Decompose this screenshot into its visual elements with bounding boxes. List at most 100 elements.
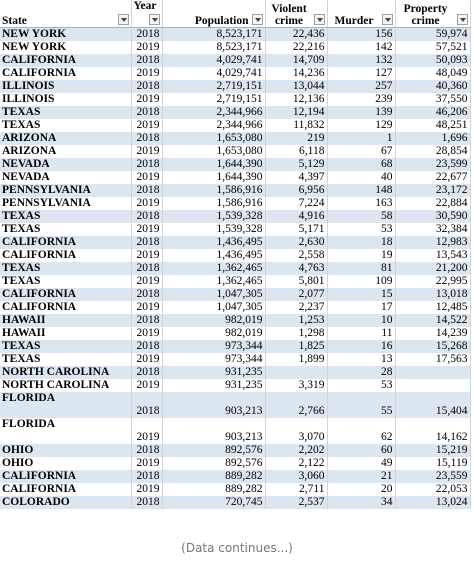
table-row[interactable]: TEXAS 2019 973,344 1,899 13 17,563	[0, 353, 471, 366]
table-cell[interactable]: 2019	[131, 275, 163, 288]
table-cell[interactable]: 8,523,171	[162, 41, 266, 54]
table-cell[interactable]: 889,282	[162, 470, 266, 483]
table-cell[interactable]: 931,235	[162, 379, 266, 392]
table-cell[interactable]: 13,044	[265, 80, 328, 93]
table-cell[interactable]: 50,093	[395, 54, 471, 67]
table-cell[interactable]: 22,995	[395, 275, 471, 288]
table-cell[interactable]: TEXAS	[0, 119, 132, 132]
table-cell[interactable]: 18	[327, 236, 396, 249]
table-row[interactable]: ARIZONA 2018 1,653,080 219 1 1,696	[0, 132, 471, 145]
table-cell[interactable]: 1,253	[265, 314, 328, 327]
table-cell[interactable]: 892,576	[162, 457, 266, 470]
table-cell[interactable]: NORTH CAROLINA	[0, 379, 132, 392]
table-cell[interactable]: PENNSYLVANIA	[0, 197, 132, 210]
table-cell[interactable]: 2,766	[265, 392, 328, 418]
table-cell[interactable]: 1,644,390	[162, 171, 266, 184]
table-cell[interactable]: 40,360	[395, 80, 471, 93]
table-cell[interactable]: 28	[327, 366, 396, 379]
filter-button[interactable]	[117, 14, 129, 25]
table-cell[interactable]: 3,060	[265, 470, 328, 483]
table-cell[interactable]: 8,523,171	[162, 27, 266, 41]
table-cell[interactable]: 2019	[131, 171, 163, 184]
table-cell[interactable]: 13	[327, 353, 396, 366]
table-row[interactable]: CALIFORNIA 2018 889,282 3,060 21 23,559	[0, 470, 471, 483]
table-cell[interactable]: 2018	[131, 210, 163, 223]
table-cell[interactable]: 11,832	[265, 119, 328, 132]
table-cell[interactable]: 30,590	[395, 210, 471, 223]
table-cell[interactable]: 1,696	[395, 132, 471, 145]
table-cell[interactable]: 53	[327, 223, 396, 236]
filter-button[interactable]	[381, 14, 393, 25]
table-row[interactable]: ARIZONA 2019 1,653,080 6,118 67 28,854	[0, 145, 471, 158]
table-cell[interactable]: 15,268	[395, 340, 471, 353]
table-cell[interactable]: 2018	[131, 470, 163, 483]
filter-button[interactable]	[456, 14, 468, 25]
filter-button[interactable]	[148, 14, 160, 25]
table-cell[interactable]: 2018	[131, 288, 163, 301]
table-cell[interactable]: 7,224	[265, 197, 328, 210]
table-cell[interactable]: 142	[327, 41, 396, 54]
table-cell[interactable]: 2018	[131, 366, 163, 379]
table-cell[interactable]: 2019	[131, 249, 163, 262]
table-row[interactable]: TEXAS 2018 1,539,328 4,916 58 30,590	[0, 210, 471, 223]
table-row[interactable]: CALIFORNIA 2019 889,282 2,711 20 22,053	[0, 483, 471, 496]
table-cell[interactable]: 2018	[131, 444, 163, 457]
table-cell[interactable]: 3,319	[265, 379, 328, 392]
table-row[interactable]: CALIFORNIA 2018 1,047,305 2,077 15 13,018	[0, 288, 471, 301]
table-cell[interactable]: 40	[327, 171, 396, 184]
table-cell[interactable]: 15,404	[395, 392, 471, 418]
table-cell[interactable]: 1,047,305	[162, 301, 266, 314]
table-cell[interactable]: 1,047,305	[162, 288, 266, 301]
table-cell[interactable]: 109	[327, 275, 396, 288]
table-cell[interactable]: 2019	[131, 223, 163, 236]
table-row[interactable]: ILLINOIS 2018 2,719,151 13,044 257 40,360	[0, 80, 471, 93]
table-row[interactable]: TEXAS 2019 1,539,328 5,171 53 32,384	[0, 223, 471, 236]
table-cell[interactable]: 2019	[131, 457, 163, 470]
table-cell[interactable]: 1,653,080	[162, 145, 266, 158]
table-cell[interactable]: 2019	[131, 418, 163, 444]
table-cell[interactable]: NEW YORK	[0, 27, 132, 41]
table-cell[interactable]: 19	[327, 249, 396, 262]
table-cell[interactable]: 973,344	[162, 353, 266, 366]
table-cell[interactable]: 903,213	[162, 418, 266, 444]
table-cell[interactable]: 13,018	[395, 288, 471, 301]
table-cell[interactable]: 982,019	[162, 327, 266, 340]
table-cell[interactable]: 21	[327, 470, 396, 483]
table-row[interactable]: NEW YORK 2018 8,523,171 22,436 156 59,974	[0, 27, 471, 41]
table-cell[interactable]: 720,745	[162, 496, 266, 509]
table-cell[interactable]: 2,711	[265, 483, 328, 496]
table-cell[interactable]: 22,216	[265, 41, 328, 54]
table-cell[interactable]: 2019	[131, 197, 163, 210]
table-cell[interactable]: HAWAII	[0, 314, 132, 327]
table-cell[interactable]: 2,237	[265, 301, 328, 314]
table-row[interactable]: ILLINOIS 2019 2,719,151 12,136 239 37,550	[0, 93, 471, 106]
table-cell[interactable]: 2019	[131, 119, 163, 132]
table-cell[interactable]: 13,543	[395, 249, 471, 262]
table-cell[interactable]: 903,213	[162, 392, 266, 418]
table-cell[interactable]: 1,586,916	[162, 184, 266, 197]
table-cell[interactable]: 2019	[131, 145, 163, 158]
table-cell[interactable]: 163	[327, 197, 396, 210]
table-cell[interactable]: 2019	[131, 327, 163, 340]
table-cell[interactable]: FLORIDA	[0, 392, 132, 418]
table-cell[interactable]: 892,576	[162, 444, 266, 457]
table-cell[interactable]: 139	[327, 106, 396, 119]
table-cell[interactable]: 5,801	[265, 275, 328, 288]
table-row[interactable]: FLORIDA 2018 903,213 2,766 55 15,404	[0, 392, 471, 418]
table-cell[interactable]	[395, 366, 471, 379]
table-cell[interactable]: 37,550	[395, 93, 471, 106]
table-cell[interactable]: 22,677	[395, 171, 471, 184]
table-cell[interactable]: 127	[327, 67, 396, 80]
table-row[interactable]: HAWAII 2019 982,019 1,298 11 14,239	[0, 327, 471, 340]
table-cell[interactable]: ARIZONA	[0, 145, 132, 158]
table-cell[interactable]: 59,974	[395, 27, 471, 41]
filter-button[interactable]	[313, 14, 325, 25]
table-cell[interactable]: HAWAII	[0, 327, 132, 340]
table-cell[interactable]: 14,709	[265, 54, 328, 67]
table-cell[interactable]: NORTH CAROLINA	[0, 366, 132, 379]
table-cell[interactable]: 2018	[131, 496, 163, 509]
table-cell[interactable]: 2018	[131, 106, 163, 119]
table-cell[interactable]: 16	[327, 340, 396, 353]
table-cell[interactable]: 23,559	[395, 470, 471, 483]
table-cell[interactable]: 17,563	[395, 353, 471, 366]
